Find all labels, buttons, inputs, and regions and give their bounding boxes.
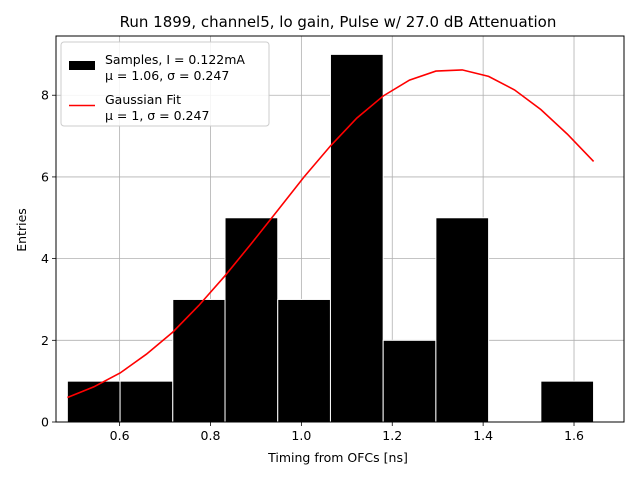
x-tick-label: 0.8	[201, 428, 221, 443]
x-tick-label: 1.2	[382, 428, 402, 443]
y-tick-label: 2	[41, 333, 49, 348]
histogram-bar	[277, 298, 331, 423]
histogram-bar	[119, 380, 174, 423]
x-tick-label: 0.6	[110, 428, 130, 443]
legend-stats: μ = 1, σ = 0.247	[105, 108, 209, 123]
chart-title: Run 1899, channel5, lo gain, Pulse w/ 27…	[120, 13, 557, 31]
y-tick-label: 6	[41, 169, 49, 184]
histogram-bar	[66, 380, 121, 423]
legend-label: Gaussian Fit	[105, 92, 181, 107]
gaussian-fit-layer	[67, 69, 595, 399]
x-tick-label: 1.0	[291, 428, 311, 443]
legend-label: Samples, I = 0.122mA	[105, 52, 245, 67]
gaussian-fit-line	[67, 69, 595, 399]
y-tick-label: 4	[41, 251, 49, 266]
axis-ticks: 0.6 0.8 1.0 1.2 1.4 1.6 0 2 4 6 8	[41, 88, 584, 443]
histogram-bar	[172, 298, 226, 423]
histogram-bar	[329, 53, 384, 423]
x-axis-label: Timing from OFCs [ns]	[267, 450, 408, 465]
legend-box	[60, 41, 270, 127]
histogram-bar	[540, 380, 595, 423]
plot-frame	[55, 35, 625, 423]
y-axis-label: Entries	[14, 208, 29, 252]
y-tick-label: 8	[41, 88, 49, 103]
histogram-bar	[224, 217, 279, 423]
legend-patch-samples	[69, 61, 95, 70]
y-tick-label: 0	[41, 415, 49, 430]
histogram-bar	[382, 339, 437, 423]
histogram-bar	[435, 217, 490, 423]
x-tick-label: 1.4	[473, 428, 493, 443]
legend-stats: μ = 1.06, σ = 0.247	[105, 68, 229, 83]
histogram-bars	[66, 53, 595, 423]
x-tick-label: 1.6	[564, 428, 584, 443]
